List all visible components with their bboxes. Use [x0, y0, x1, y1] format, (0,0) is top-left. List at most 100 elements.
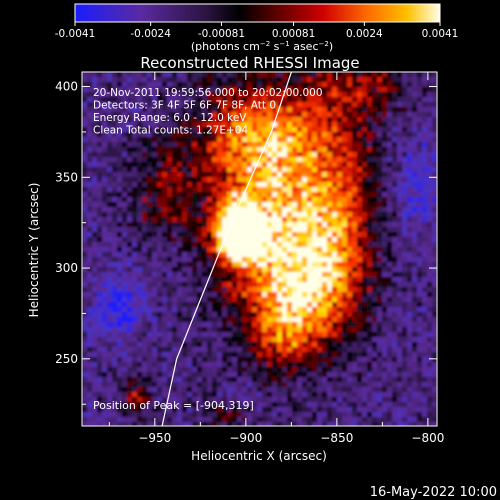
heatmap-cell — [167, 197, 173, 203]
heatmap-cell — [377, 97, 383, 103]
heatmap-cell — [407, 172, 413, 178]
heatmap-cell — [362, 357, 368, 363]
heatmap-cell — [412, 152, 418, 158]
heatmap-cell — [97, 172, 103, 178]
heatmap-cell — [112, 182, 118, 188]
heatmap-cell — [172, 167, 178, 173]
heatmap-cell — [332, 392, 338, 398]
heatmap-cell — [337, 332, 343, 338]
heatmap-cell — [357, 332, 363, 338]
heatmap-cell — [362, 397, 368, 403]
heatmap-cell — [172, 197, 178, 203]
heatmap-cell — [407, 137, 413, 143]
heatmap-cell — [237, 152, 243, 158]
heatmap-cell — [277, 347, 283, 353]
heatmap-cell — [152, 147, 158, 153]
heatmap-cell — [97, 147, 103, 153]
heatmap-cell — [392, 272, 398, 278]
heatmap-cell — [327, 372, 333, 378]
heatmap-cell — [277, 267, 283, 273]
heatmap-cell — [267, 257, 273, 263]
heatmap-cell — [102, 337, 108, 343]
heatmap-cell — [142, 182, 148, 188]
heatmap-cell — [302, 182, 308, 188]
heatmap-cell — [262, 272, 268, 278]
heatmap-cell — [407, 267, 413, 273]
heatmap-cell — [252, 182, 258, 188]
heatmap-cell — [212, 302, 218, 308]
heatmap-cell — [407, 327, 413, 333]
heatmap-cell — [277, 92, 283, 98]
heatmap-cell — [367, 362, 373, 368]
heatmap-cell — [392, 382, 398, 388]
heatmap-cell — [207, 92, 213, 98]
heatmap-cell — [292, 412, 298, 418]
heatmap-cell — [402, 287, 408, 293]
heatmap-cell — [367, 317, 373, 323]
heatmap-cell — [257, 232, 263, 238]
heatmap-cell — [382, 167, 388, 173]
heatmap-cell — [392, 262, 398, 268]
heatmap-cell — [312, 372, 318, 378]
heatmap-cell — [417, 332, 423, 338]
heatmap-cell — [187, 97, 193, 103]
heatmap-cell — [377, 187, 383, 193]
heatmap-cell — [122, 397, 128, 403]
heatmap-cell — [427, 357, 433, 363]
heatmap-cell — [402, 197, 408, 203]
heatmap-cell — [412, 257, 418, 263]
heatmap-cell — [217, 117, 223, 123]
heatmap-cell — [222, 322, 228, 328]
heatmap-cell — [227, 412, 233, 418]
heatmap-cell — [242, 92, 248, 98]
heatmap-cell — [217, 177, 223, 183]
heatmap-cell — [377, 352, 383, 358]
heatmap-cell — [407, 362, 413, 368]
heatmap-cell — [352, 312, 358, 318]
heatmap-cell — [342, 87, 348, 93]
heatmap-cell — [102, 217, 108, 223]
heatmap-cell — [162, 187, 168, 193]
heatmap-cell — [102, 127, 108, 133]
heatmap-cell — [422, 212, 428, 218]
heatmap-cell — [342, 312, 348, 318]
heatmap-cell — [217, 362, 223, 368]
heatmap-cell — [197, 262, 203, 268]
heatmap-cell — [292, 252, 298, 258]
heatmap-cell — [157, 112, 163, 118]
heatmap-cell — [207, 287, 213, 293]
heatmap-cell — [372, 137, 378, 143]
heatmap-cell — [102, 232, 108, 238]
heatmap-cell — [317, 317, 323, 323]
heatmap-cell — [147, 137, 153, 143]
heatmap-cell — [337, 267, 343, 273]
heatmap-cell — [362, 382, 368, 388]
heatmap-cell — [372, 322, 378, 328]
heatmap-cell — [127, 347, 133, 353]
heatmap-cell — [297, 302, 303, 308]
heatmap-cell — [282, 137, 288, 143]
heatmap-cell — [312, 187, 318, 193]
heatmap-cell — [287, 212, 293, 218]
heatmap-cell — [287, 287, 293, 293]
heatmap-cell — [107, 297, 113, 303]
heatmap-cell — [327, 77, 333, 83]
heatmap-cell — [382, 137, 388, 143]
heatmap-cell — [372, 252, 378, 258]
heatmap-cell — [262, 392, 268, 398]
heatmap-cell — [402, 377, 408, 383]
heatmap-cell — [297, 162, 303, 168]
heatmap-cell — [337, 412, 343, 418]
heatmap-cell — [232, 282, 238, 288]
heatmap-cell — [407, 92, 413, 98]
heatmap-cell — [367, 377, 373, 383]
heatmap-cell — [282, 407, 288, 413]
heatmap-cell — [347, 287, 353, 293]
heatmap-cell — [227, 147, 233, 153]
heatmap-cell — [342, 297, 348, 303]
heatmap-cell — [242, 372, 248, 378]
heatmap-cell — [297, 132, 303, 138]
heatmap-cell — [252, 322, 258, 328]
heatmap-cell — [282, 342, 288, 348]
heatmap-cell — [382, 182, 388, 188]
